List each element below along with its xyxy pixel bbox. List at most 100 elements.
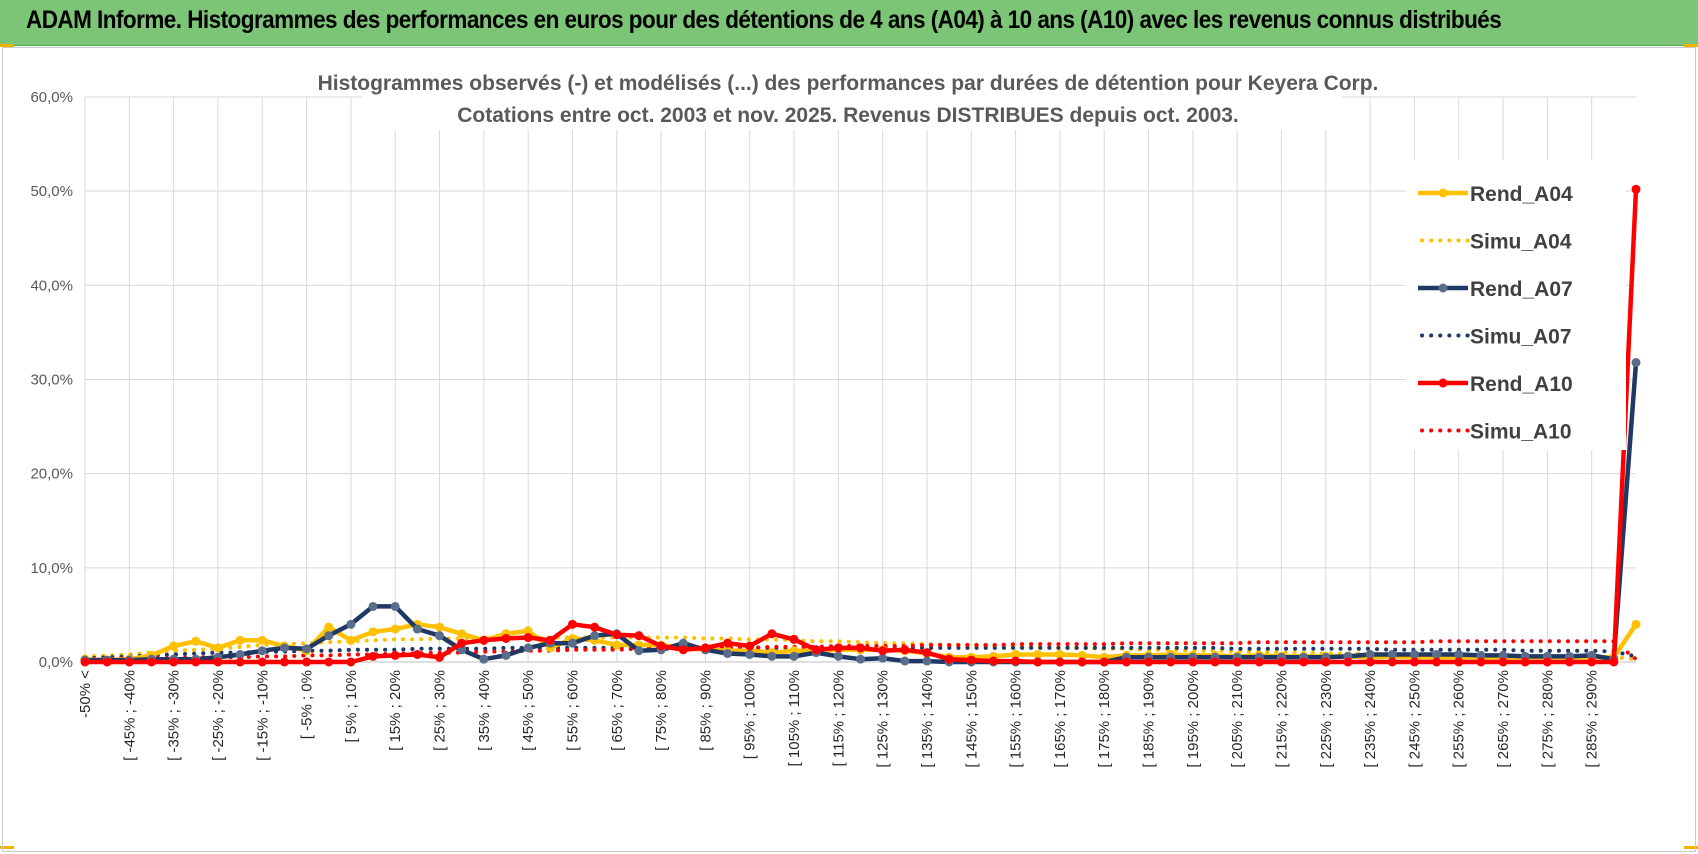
point-rend-a10	[279, 657, 289, 667]
point-rend-a07	[900, 656, 910, 666]
point-rend-a10	[1542, 657, 1552, 667]
point-rend-a10	[1188, 657, 1198, 667]
point-rend-a10	[700, 643, 710, 653]
point-rend-a10	[1232, 657, 1242, 667]
point-rend-a07	[1498, 650, 1508, 660]
point-rend-a10	[789, 634, 799, 644]
legend-label-simu-a07: Simu_A07	[1470, 326, 1572, 349]
point-rend-a10	[745, 641, 755, 651]
point-rend-a10	[1565, 657, 1575, 667]
point-rend-a10	[878, 646, 888, 656]
y-tick-label: 30,0%	[30, 372, 73, 389]
x-tick-label: [ 165% ; 170%	[1052, 670, 1069, 768]
point-rend-a10	[1144, 657, 1154, 667]
point-rend-a10	[1609, 657, 1619, 667]
point-rend-a10	[479, 635, 489, 645]
point-rend-a07	[302, 644, 312, 654]
point-rend-a07	[368, 601, 378, 611]
x-tick-label: [ 225% ; 230%	[1318, 670, 1335, 768]
x-tick-label: [ 205% ; 210%	[1229, 670, 1246, 768]
point-rend-a07	[1409, 649, 1419, 659]
point-rend-a07	[789, 651, 799, 661]
legend-background	[1406, 160, 1626, 450]
x-tick-label: -50% <	[77, 670, 94, 718]
x-tick-label: [ 215% ; 220%	[1273, 670, 1290, 768]
point-rend-a07	[235, 649, 245, 659]
point-rend-a04	[457, 629, 467, 639]
y-tick-label: 40,0%	[30, 277, 73, 294]
point-rend-a10	[1454, 657, 1464, 667]
point-rend-a07	[767, 651, 777, 661]
x-tick-label: [ -45% ; -40%	[121, 670, 138, 761]
x-tick-label: [ 125% ; 130%	[875, 670, 892, 768]
chart-subtitle: Cotations entre oct. 2003 et nov. 2025. …	[457, 104, 1239, 127]
point-rend-a07	[457, 645, 467, 655]
point-rend-a07	[1432, 649, 1442, 659]
point-rend-a07	[1587, 650, 1597, 660]
point-rend-a07	[435, 631, 445, 641]
x-tick-label: [ 255% ; 260%	[1451, 670, 1468, 768]
point-rend-a04	[169, 641, 179, 651]
point-rend-a10	[1321, 657, 1331, 667]
point-rend-a04	[213, 643, 223, 653]
point-rend-a10	[368, 651, 378, 661]
series-simu-a07	[83, 645, 1638, 661]
x-tick-label: [ 145% ; 150%	[963, 670, 980, 768]
point-rend-a07	[257, 646, 267, 656]
point-rend-a10	[435, 652, 445, 662]
x-tick-label: [ 25% ; 30%	[432, 670, 449, 751]
point-rend-a10	[767, 629, 777, 639]
legend-marker-rend-a04	[1438, 188, 1448, 198]
corner-mark-top-left	[0, 44, 14, 47]
point-rend-a10	[590, 622, 600, 632]
y-axis: 0,0% 10,0% 20,0% 30,0% 40,0% 50,0% 60,0%	[30, 89, 73, 671]
legend-label-simu-a04: Simu_A04	[1470, 231, 1572, 254]
title-background	[362, 66, 1342, 130]
point-rend-a04	[1631, 619, 1641, 629]
legend-label-rend-a10: Rend_A10	[1470, 373, 1573, 396]
x-tick-label: [ 275% ; 280%	[1539, 670, 1556, 768]
x-tick-label: [ 115% ; 120%	[830, 670, 847, 766]
corner-mark-bottom-left	[0, 846, 14, 849]
point-rend-a10	[1387, 657, 1397, 667]
point-rend-a04	[1033, 649, 1043, 659]
x-tick-label: [ 65% ; 70%	[609, 670, 626, 751]
point-rend-a07	[745, 649, 755, 659]
point-rend-a07	[1476, 650, 1486, 660]
series-lines	[80, 184, 1641, 667]
point-rend-a04	[346, 635, 356, 645]
point-rend-a10	[1210, 657, 1220, 667]
point-rend-a10	[1099, 657, 1109, 667]
point-rend-a10	[1121, 657, 1131, 667]
point-rend-a07	[479, 654, 489, 664]
point-rend-a07	[590, 631, 600, 641]
point-rend-a10	[634, 631, 644, 641]
x-tick-label: [ 245% ; 250%	[1406, 670, 1423, 768]
chart-area	[2, 47, 1696, 852]
point-rend-a10	[302, 657, 312, 667]
point-rend-a10	[1077, 657, 1087, 667]
x-tick-label: [ 235% ; 240%	[1362, 670, 1379, 768]
point-rend-a10	[390, 650, 400, 660]
point-rend-a07	[523, 643, 533, 653]
point-rend-a10	[856, 643, 865, 653]
x-tick-label: [ 55% ; 60%	[564, 670, 581, 751]
point-rend-a10	[656, 641, 666, 651]
point-rend-a04	[390, 624, 400, 634]
x-tick-label: [ 85% ; 90%	[697, 670, 714, 751]
point-rend-a10	[612, 630, 622, 640]
x-tick-label: [ -15% ; -10%	[254, 670, 271, 761]
y-tick-label: 50,0%	[30, 183, 73, 200]
point-rend-a10	[988, 656, 998, 666]
x-tick-label: [ -5% ; 0%	[299, 670, 316, 739]
point-rend-a04	[523, 626, 533, 636]
legend-marker-rend-a07	[1438, 283, 1448, 293]
point-rend-a07	[1365, 649, 1375, 659]
point-rend-a10	[102, 657, 112, 667]
point-rend-a10	[324, 657, 334, 667]
report-banner: ADAM Informe. Histogrammes des performan…	[0, 0, 1698, 46]
point-rend-a10	[966, 655, 976, 665]
point-rend-a04	[191, 636, 201, 646]
x-tick-label: [ 5% ; 10%	[343, 670, 360, 743]
point-rend-a10	[523, 633, 533, 643]
